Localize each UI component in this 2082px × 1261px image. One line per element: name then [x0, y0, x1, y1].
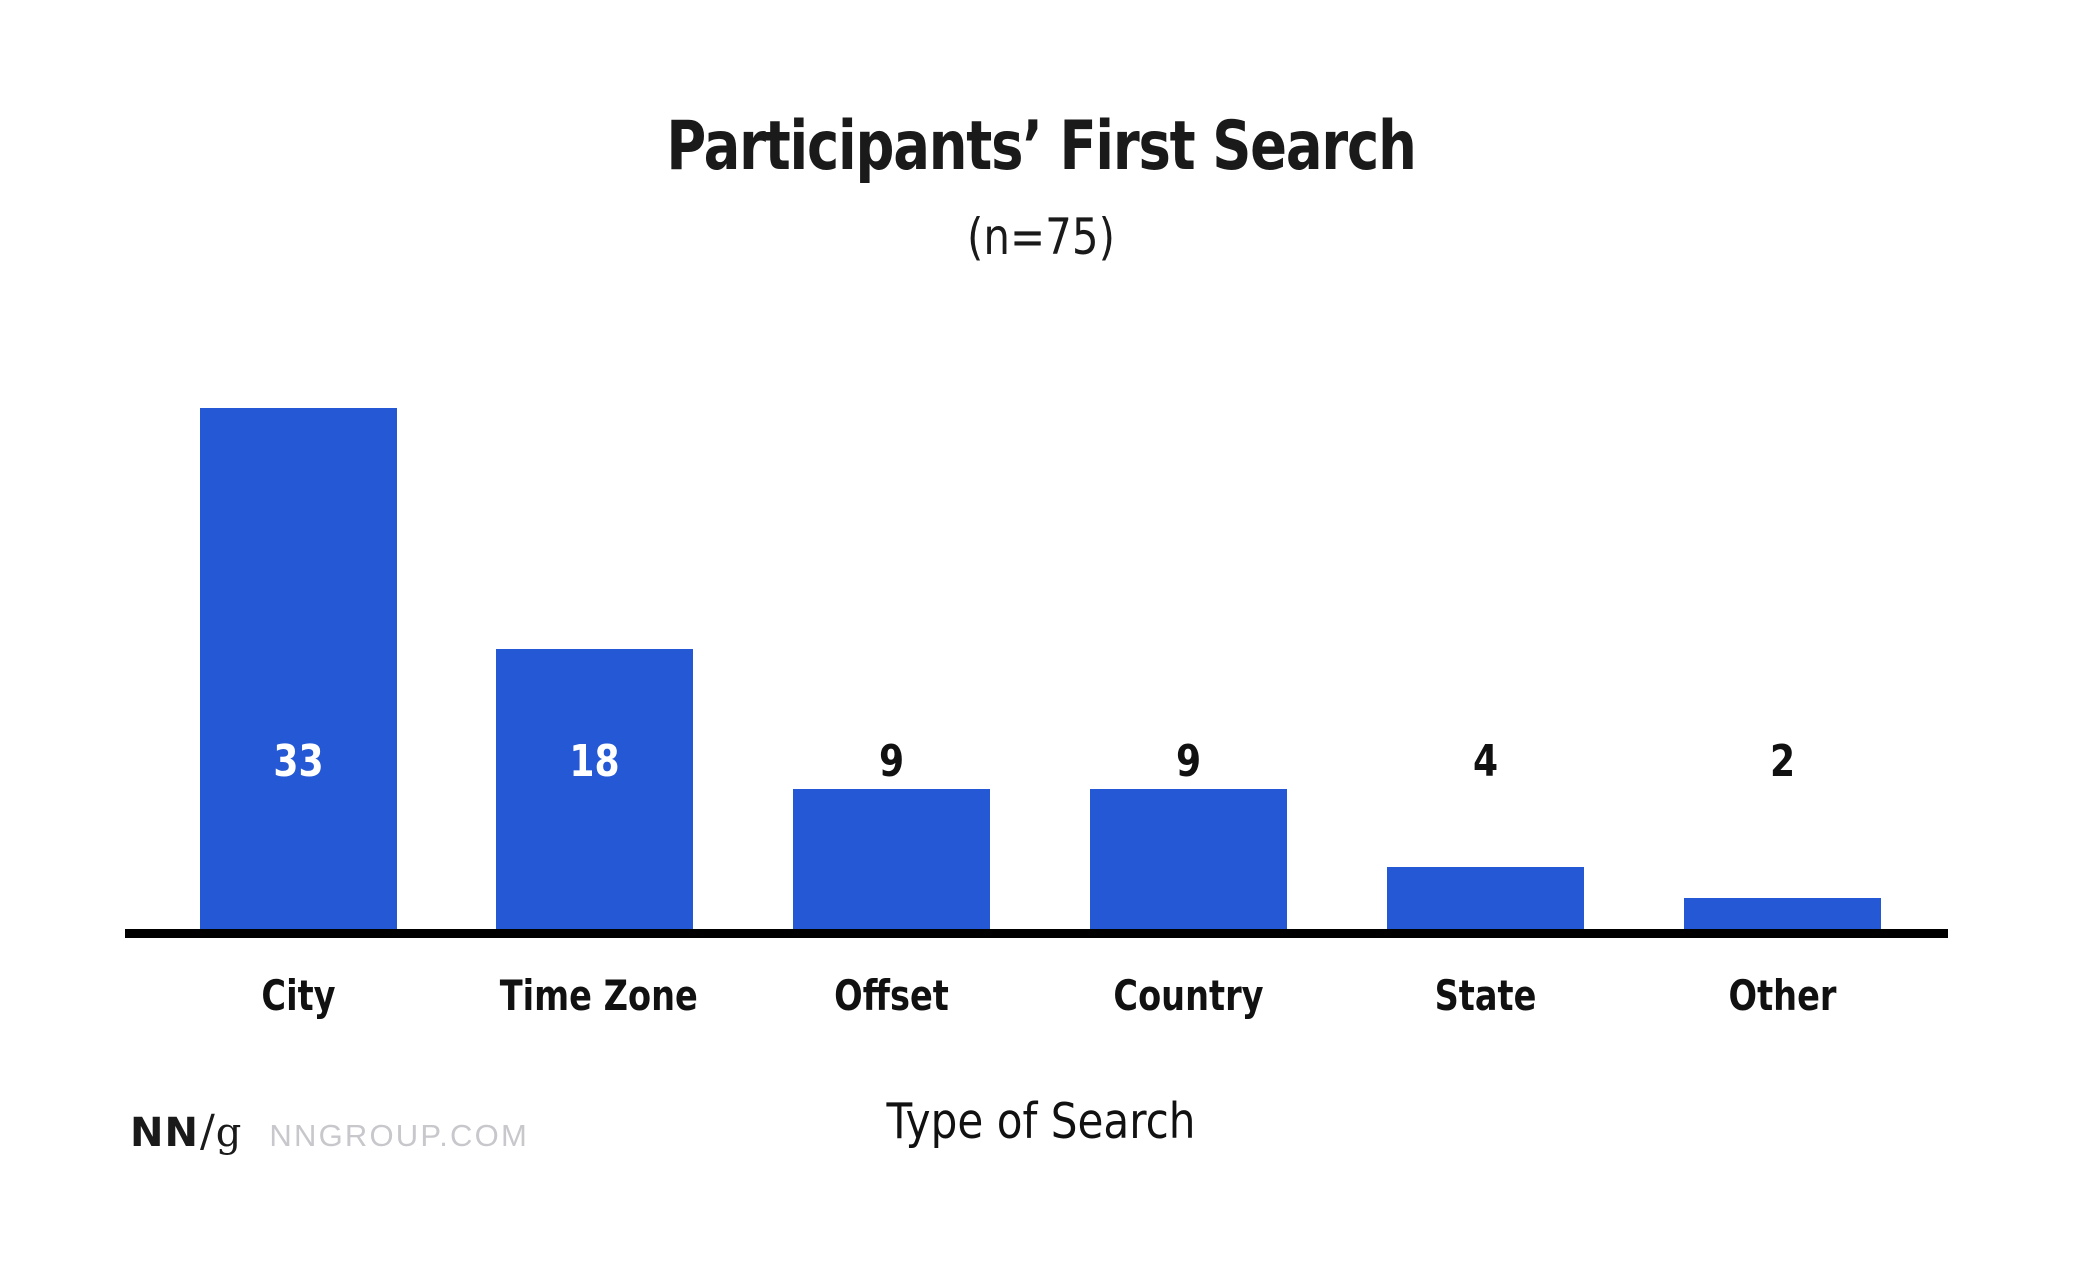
bar-value-other: 2 — [1769, 736, 1796, 787]
bar-city — [200, 408, 397, 929]
logo-url-text: NNGROUP.COM — [269, 1118, 529, 1153]
x-tick-label-offset: Offset — [834, 971, 949, 1020]
x-tick-label-country: Country — [1113, 971, 1264, 1020]
bar-other — [1684, 898, 1881, 929]
bar-value-city: 33 — [273, 736, 324, 787]
logo-slash-icon: / — [199, 1106, 215, 1157]
logo-nn-text: NN — [130, 1110, 199, 1156]
x-tick-label-other: Other — [1728, 971, 1837, 1020]
x-tick-label-city: City — [261, 971, 336, 1020]
bar-value-country: 9 — [1175, 736, 1202, 787]
bar-value-time-zone: 18 — [569, 736, 620, 787]
bar-value-offset: 9 — [878, 736, 905, 787]
bar-offset — [793, 789, 990, 929]
nng-logo: NN / g NNGROUP.COM — [130, 1106, 529, 1157]
x-axis-title: Type of Search — [886, 1093, 1196, 1150]
chart-subtitle: (n=75) — [966, 208, 1116, 266]
logo-g-text: g — [215, 1110, 242, 1156]
bar-time-zone — [496, 649, 693, 929]
bar-country — [1090, 789, 1287, 929]
bar-value-state: 4 — [1472, 736, 1499, 787]
x-axis-line — [125, 929, 1948, 938]
x-tick-label-state: State — [1434, 971, 1537, 1020]
page-title: Participants’ First Search — [666, 107, 1416, 186]
x-tick-label-time-zone: Time Zone — [499, 971, 698, 1020]
bar-state — [1387, 867, 1584, 929]
